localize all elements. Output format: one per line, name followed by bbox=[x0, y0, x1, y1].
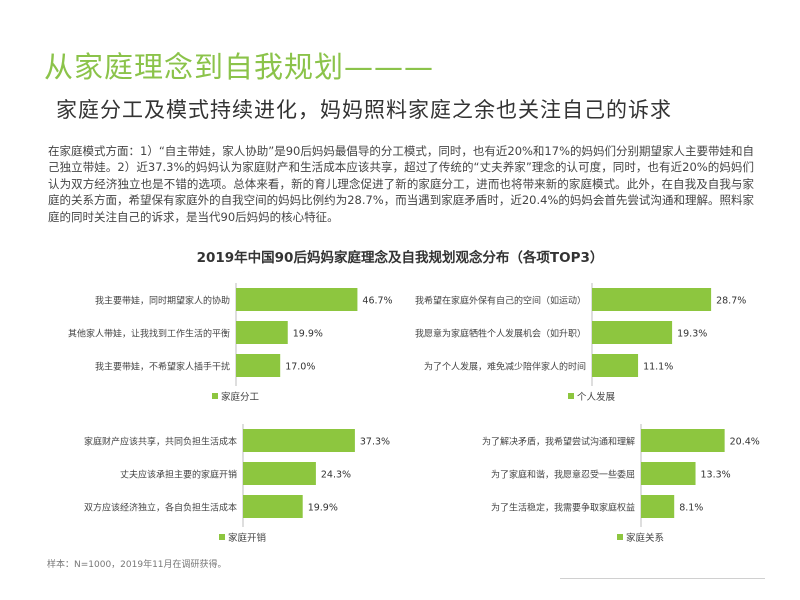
legend-swatch bbox=[568, 393, 574, 399]
data-label: 19.9% bbox=[308, 503, 338, 514]
data-label: 46.7% bbox=[362, 296, 392, 307]
legend-label: 家庭分工 bbox=[221, 391, 260, 403]
data-label: 24.3% bbox=[321, 470, 351, 481]
bar bbox=[592, 288, 712, 311]
footnote: 样本：N=1000，2019年11月在调研获得。 bbox=[47, 560, 227, 570]
bar bbox=[641, 462, 696, 485]
bar bbox=[236, 354, 281, 377]
bar bbox=[236, 288, 358, 311]
bar bbox=[243, 495, 303, 518]
page-subtitle: 家庭分工及模式持续进化，妈妈照料家庭之余也关注自己的诉求 bbox=[56, 98, 672, 122]
data-label: 37.3% bbox=[360, 437, 390, 448]
body-paragraph: 在家庭模式方面：1）“自主带娃，家人协助”是90后妈妈最倡导的分工模式，同时，也… bbox=[48, 144, 754, 224]
legend-swatch bbox=[617, 534, 623, 540]
bar bbox=[243, 429, 355, 452]
data-label: 19.9% bbox=[293, 329, 323, 340]
page-title: 从家庭理念到自我规划——— bbox=[44, 50, 435, 84]
category-label: 我愿意为家庭牺牲个人发展机会（如升职） bbox=[415, 328, 586, 340]
category-label: 为了个人发展，难免减少陪伴家人的时间 bbox=[424, 361, 586, 373]
legend-label: 家庭关系 bbox=[626, 532, 664, 544]
bar bbox=[592, 354, 639, 377]
category-label: 其他家人带娃，让我找到工作生活的平衡 bbox=[68, 328, 230, 340]
legend-swatch bbox=[219, 534, 225, 540]
bar bbox=[641, 495, 675, 518]
category-label: 为了家庭和谐，我愿意忍受一些委屈 bbox=[491, 469, 635, 481]
category-label: 家庭财产应该共享，共同负担生活成本 bbox=[84, 436, 237, 448]
bottom-divider bbox=[560, 578, 765, 579]
category-label: 我希望在家庭外保有自己的空间（如运动） bbox=[415, 295, 586, 307]
legend-label: 个人发展 bbox=[577, 391, 616, 403]
legend-swatch bbox=[212, 393, 218, 399]
bar bbox=[592, 321, 673, 344]
category-label: 为了解决矛盾，我希望尝试沟通和理解 bbox=[482, 436, 635, 448]
data-label: 13.3% bbox=[701, 470, 731, 481]
bar bbox=[236, 321, 288, 344]
data-label: 20.4% bbox=[730, 437, 760, 448]
category-label: 我主要带娃，同时期望家人的协助 bbox=[95, 295, 230, 307]
data-label: 28.7% bbox=[716, 296, 746, 307]
category-label: 丈夫应该承担主要的家庭开销 bbox=[120, 469, 237, 481]
chart-title: 2019年中国90后妈妈家庭理念及自我规划观念分布（各项TOP3） bbox=[196, 250, 604, 266]
data-label: 11.1% bbox=[643, 362, 673, 373]
category-label: 我主要带娃，不希望家人插手干扰 bbox=[95, 361, 230, 373]
data-label: 19.3% bbox=[677, 329, 707, 340]
category-label: 双方应该经济独立，各自负担生活成本 bbox=[84, 502, 237, 514]
category-label: 为了生活稳定，我需要争取家庭权益 bbox=[491, 502, 635, 514]
legend-label: 家庭开销 bbox=[228, 532, 267, 544]
bar bbox=[243, 462, 316, 485]
data-label: 8.1% bbox=[679, 503, 703, 514]
bar bbox=[641, 429, 725, 452]
data-label: 17.0% bbox=[285, 362, 315, 373]
